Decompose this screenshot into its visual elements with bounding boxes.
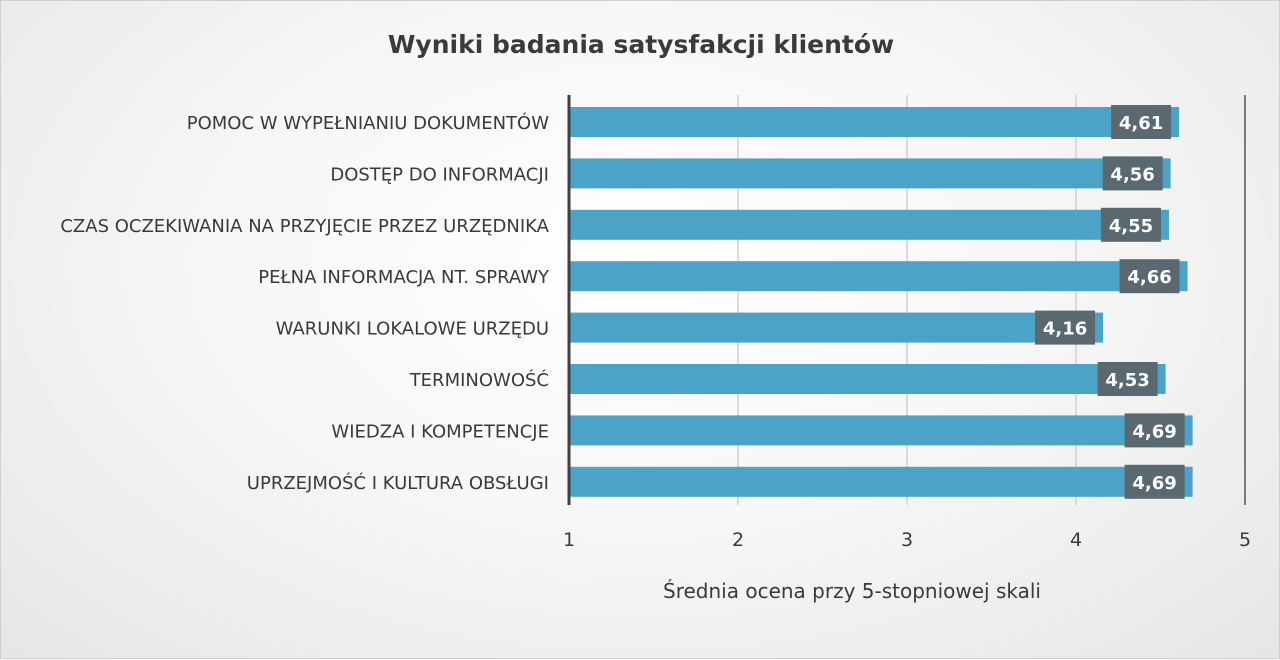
category-label: TERMINOWOŚĆ [409, 369, 549, 391]
data-label: 4,69 [1132, 421, 1176, 442]
bar [569, 209, 1169, 240]
data-label: 4,16 [1043, 319, 1087, 340]
bar [569, 107, 1180, 137]
bar [569, 312, 1104, 343]
bar [569, 466, 1193, 497]
tick-labels: 1 2 3 4 5 [563, 529, 1251, 551]
bar [569, 364, 1166, 394]
data-label-box [1102, 156, 1163, 191]
data-label-box [1124, 464, 1185, 499]
category-label: WARUNKI LOKALOWE URZĘDU [276, 319, 549, 340]
category-label: POMOC W WYPEŁNIANIU DOKUMENTÓW [187, 112, 549, 134]
data-label: 4,61 [1119, 113, 1163, 134]
bars: 4,61 4,56 4,55 4,66 4,16 4,53 4,69 4,69 [569, 105, 1193, 499]
x-tick-label: 4 [1070, 529, 1082, 551]
data-label: 4,53 [1105, 370, 1149, 391]
data-label-box [1100, 207, 1161, 242]
data-label-box [1097, 362, 1158, 396]
bar [569, 158, 1171, 189]
category-labels: POMOC W WYPEŁNIANIU DOKUMENTÓW DOSTĘP DO … [60, 112, 550, 494]
data-label-box [1035, 310, 1096, 345]
category-label: CZAS OCZEKIWANIA NA PRZYJĘCIE PRZEZ URZĘ… [60, 216, 549, 237]
category-label: PEŁNA INFORMACJA NT. SPRAWY [258, 267, 550, 288]
x-tick-label: 3 [901, 529, 913, 551]
data-label-box [1119, 259, 1180, 294]
x-axis-title: Średnia ocena przy 5-stopniowej skali [663, 579, 1041, 603]
data-label: 4,56 [1110, 164, 1154, 185]
category-label: WIEDZA I KOMPETENCJE [331, 421, 549, 442]
category-label: UPRZEJMOŚĆ I KULTURA OBSŁUGI [247, 472, 549, 494]
x-tick-label: 1 [563, 529, 575, 551]
data-label: 4,55 [1109, 216, 1153, 237]
category-label: DOSTĘP DO INFORMACJI [330, 164, 549, 185]
x-tick-label: 5 [1239, 529, 1251, 551]
bar [569, 261, 1188, 292]
data-label-box [1111, 105, 1172, 139]
data-label-box [1124, 413, 1185, 448]
data-label: 4,66 [1127, 267, 1171, 288]
bar [569, 415, 1193, 446]
chart-title: Wyniki badania satysfakcji klientów [388, 30, 894, 59]
x-tick-label: 2 [732, 529, 744, 551]
data-label: 4,69 [1132, 473, 1176, 494]
